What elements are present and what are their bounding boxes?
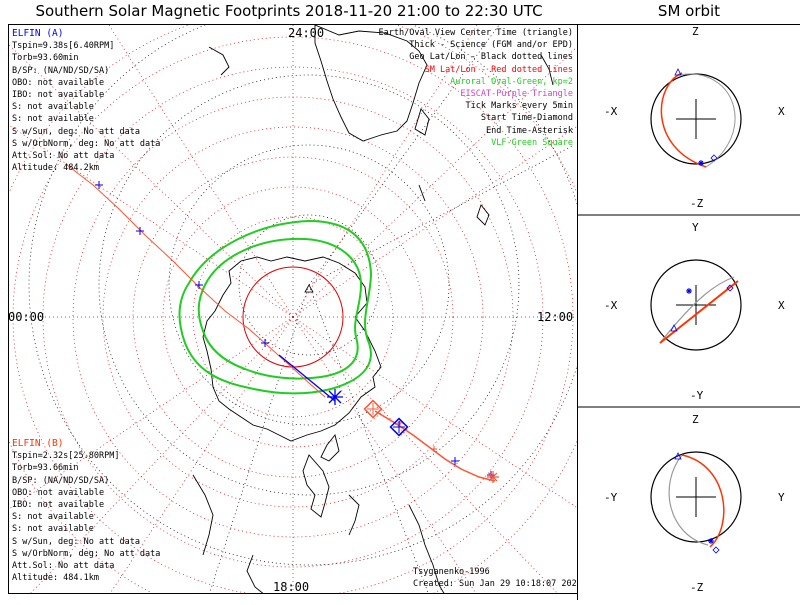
orbit3-left: -Y: [604, 491, 618, 504]
map-svg: 24:00 00:00 12:00 18:00: [9, 25, 577, 594]
mlt-label-left: 00:00: [9, 310, 44, 324]
orbit3-bottom: -Z: [690, 581, 704, 594]
elfin-b-line: Att.Sol: No att data: [12, 561, 115, 572]
orbit-title: SM orbit: [657, 2, 721, 20]
orbit-panel-yz: Z -Z -Y Y: [604, 413, 785, 594]
elfin-a-line: S w/Sun, deg: No att data: [12, 126, 140, 137]
elfin-b-line: S w/OrbNorm, deg: No att data: [12, 548, 161, 559]
orbit1-top: Z: [692, 25, 699, 38]
legend-item: End Time-Asterisk: [486, 125, 573, 136]
elfin-a-line: Att.Sol: No att data: [12, 151, 115, 162]
elfin-a-line: Torb=93.60min: [12, 53, 79, 64]
elfin-b-line: OBO: not available: [12, 487, 105, 498]
orbit-panel-xy: Y -Y -X X: [604, 221, 785, 402]
elfin-a-ticks: [95, 181, 269, 347]
elfin-b-line: B/SP: (NA/ND/SD/SA): [12, 475, 110, 486]
mlt-label-top: 24:00: [288, 26, 324, 40]
legend-item: EISCAT-Purple Triangle: [460, 89, 573, 100]
elfin-b-blue-ticks: [451, 457, 495, 479]
orbit1-right: X: [778, 105, 785, 118]
elfin-a-line: Altitude: 484.2km: [12, 163, 99, 174]
legend-item: VLF-Green Square: [491, 137, 573, 148]
sm-grid: [9, 25, 577, 593]
orbit1-left: -X: [604, 105, 618, 118]
elfin-a-line: S: not available: [12, 114, 94, 125]
elfin-b-line: S w/Sun, deg: No att data: [12, 536, 140, 547]
sm-orbit-panel: Z -Z -X X Y -Y -X X: [577, 24, 800, 600]
orbit3-top: Z: [692, 413, 699, 426]
elfin-a-line: OBO: not available: [12, 77, 105, 88]
start-diamond-a: [389, 417, 409, 437]
page-title: Southern Solar Magnetic Footprints 2018-…: [35, 2, 543, 20]
auroral-oval: [178, 219, 373, 395]
orbit3-right: Y: [778, 491, 785, 504]
footprint-map: 24:00 00:00 12:00 18:00 ELFIN (A) Tspin=…: [8, 24, 578, 594]
elfin-a-line: IBO: not available: [12, 90, 105, 101]
legend-item: Start Time-Diamond: [480, 113, 573, 124]
orbit-svg: Z -Z -X X Y -Y -X X: [578, 25, 800, 594]
legend-item: Auroral Oval-Green, kp=2: [450, 76, 573, 87]
model-label: Tsyganenko-1996: [413, 567, 490, 577]
legend-item: Thick - Science (FGM and/or EPD): [409, 40, 573, 51]
elfin-a-line: S: not available: [12, 102, 94, 113]
legend-item: Tick Marks every 5min: [465, 101, 573, 112]
elfin-a-line: Tspin=9.38s[6.40RPM]: [12, 41, 115, 52]
elfin-b-line: Tspin=2.32s[25.80RPM]: [12, 451, 120, 462]
legend-item: Geo Lat/Lon - Black dotted lines: [409, 52, 573, 63]
elfin-b-name: ELFIN (B): [12, 438, 64, 449]
orbit2-bottom: -Y: [690, 389, 704, 402]
elfin-b-line: IBO: not available: [12, 500, 105, 511]
orbit1-bottom: -Z: [690, 197, 704, 210]
legend-item: Earth/Oval View Center Time (triangle): [378, 28, 573, 38]
elfin-a-end-asterisk: [327, 389, 343, 405]
mlt-label-bottom: 18:00: [273, 580, 309, 594]
orbit-panel-xz: Z -Z -X X: [604, 25, 785, 210]
elfin-b-line: Altitude: 484.1km: [12, 573, 99, 584]
orbit2-left: -X: [604, 299, 618, 312]
mlt-label-right: 12:00: [537, 310, 573, 324]
elfin-a-line: S w/OrbNorm, deg: No att data: [12, 138, 161, 149]
elfin-b-info: ELFIN (B) Tspin=2.32s[25.80RPM] Torb=93.…: [12, 438, 160, 584]
elfin-b-line: S: not available: [12, 512, 94, 523]
elfin-b-end-asterisk: [487, 471, 499, 483]
coastlines: [192, 25, 554, 593]
elfin-b-line: S: not available: [12, 524, 94, 535]
start-diamond-b: [363, 399, 383, 419]
elfin-a-name: ELFIN (A): [12, 28, 64, 39]
elfin-a-info: ELFIN (A) Tspin=9.38s[6.40RPM] Torb=93.6…: [12, 28, 160, 174]
orbit2-top: Y: [692, 221, 699, 234]
orbit2-right: X: [778, 299, 785, 312]
map-legend: Earth/Oval View Center Time (triangle) T…: [379, 27, 573, 149]
elfin-a-line: B/SP: (NA/ND/SD/SA): [12, 65, 110, 76]
legend-item: SM Lat/Lon - Red dotted lines: [424, 64, 573, 75]
elfin-b-line: Torb=93.66min: [12, 463, 79, 474]
elfin-b-track: [363, 399, 499, 483]
view-center-triangle: [304, 284, 314, 293]
elfin-a-track: [66, 164, 343, 405]
created-label: Created: Sun Jan 29 10:18:07 2023: [413, 579, 578, 589]
geo-grid: [28, 25, 577, 593]
